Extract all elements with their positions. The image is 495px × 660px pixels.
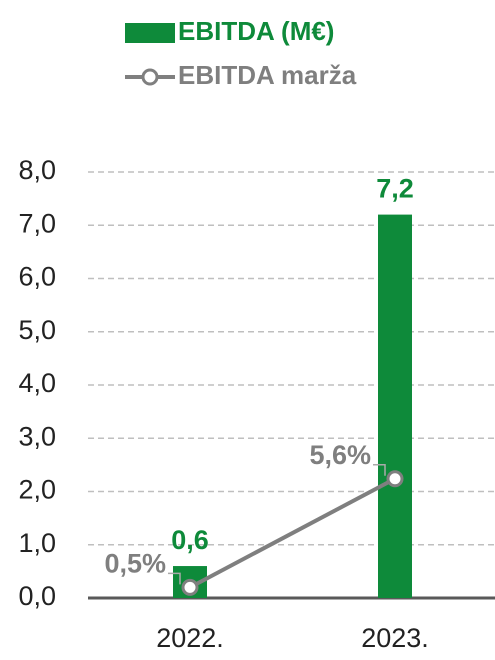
line <box>189 476 396 590</box>
legend-label: EBITDA marža <box>178 60 357 90</box>
leader-line <box>168 572 181 585</box>
x-tick-label: 2022. <box>156 623 224 653</box>
line-value-label: 5,6% <box>309 440 371 470</box>
legend-swatch <box>125 23 175 43</box>
bar-value-label: 7,2 <box>376 174 414 204</box>
leader-line <box>373 463 386 476</box>
y-tick-label: 0,0 <box>18 581 56 611</box>
bar <box>378 214 412 598</box>
legend-label: EBITDA (M€) <box>178 16 334 46</box>
bar-value-label: 0,6 <box>171 525 209 555</box>
y-tick-label: 3,0 <box>18 421 56 451</box>
y-tick-label: 7,0 <box>18 208 56 238</box>
y-tick-label: 1,0 <box>18 528 56 558</box>
y-tick-label: 5,0 <box>18 315 56 345</box>
line-point <box>386 470 404 488</box>
y-tick-label: 4,0 <box>18 368 56 398</box>
x-tick-label: 2023. <box>361 623 429 653</box>
line-point <box>181 578 199 596</box>
legend-marker <box>141 68 159 86</box>
y-tick-label: 8,0 <box>18 155 56 185</box>
line-value-label: 0,5% <box>104 548 166 578</box>
y-tick-label: 6,0 <box>18 262 56 292</box>
y-tick-label: 2,0 <box>18 475 56 505</box>
